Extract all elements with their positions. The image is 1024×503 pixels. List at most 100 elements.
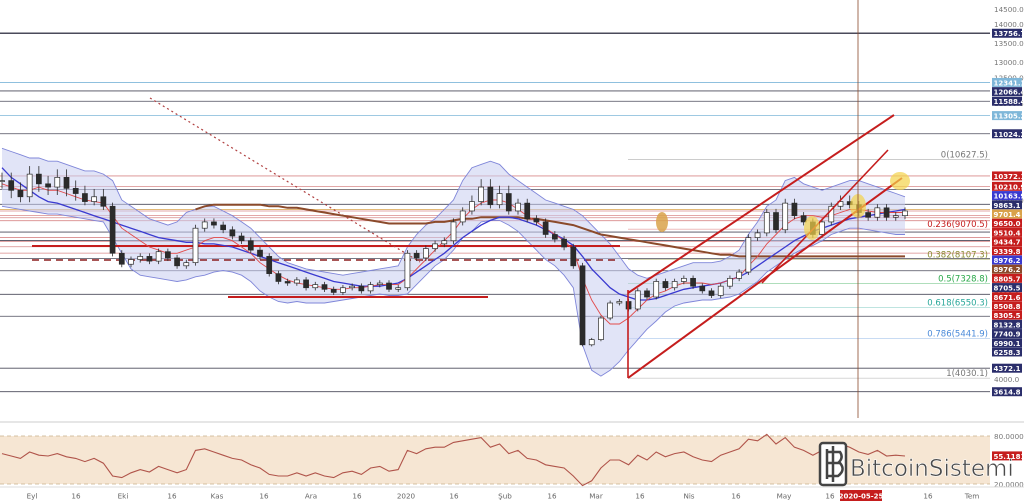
time-tick-19: 16 xyxy=(923,492,933,501)
candle-body-94 xyxy=(865,212,872,218)
bitcoinsistemi-logo-icon xyxy=(818,441,848,487)
price-tag-bg-6 xyxy=(992,171,1022,181)
price-tag-label-14: 9339.8 xyxy=(994,248,1021,256)
price-tag-4: 11305.2 xyxy=(992,111,1024,121)
bitcoinsistemi-watermark-text: BitcoinSistemi xyxy=(850,456,1014,482)
price-tag-bg-14 xyxy=(992,246,1022,256)
price-tag-20: 8508.8 xyxy=(992,301,1022,311)
price-tag-16: 8976.2 xyxy=(992,264,1022,274)
price-tag-label-7: 10210.9 xyxy=(994,183,1024,191)
rsi-tick-1: 20.0000 xyxy=(994,480,1024,489)
candle-body-60 xyxy=(551,234,558,240)
fib-label-5: 0.786(5441.9) xyxy=(927,330,988,340)
price-tag-label-9: 9863.1 xyxy=(994,202,1021,210)
candle-body-71 xyxy=(653,281,660,298)
band-lower xyxy=(1,205,905,377)
candle-body-56 xyxy=(515,202,521,212)
candle-body-17 xyxy=(155,251,162,262)
price-tag-14: 9339.8 xyxy=(992,246,1022,256)
ma-mid-line xyxy=(1,167,906,301)
price-tag-label-3: 11588.4 xyxy=(994,98,1024,106)
price-tag-label-22: 8132.8 xyxy=(994,321,1021,329)
candle-body-69 xyxy=(634,290,641,310)
time-axis[interactable]: Eyl 16 Eki 16 Kas 16 Ara 16 2020 16 Şub 16 Mar 16 Nis 1… xyxy=(0,486,1024,501)
candle-body-24 xyxy=(220,224,227,231)
candle-body-72 xyxy=(662,281,669,289)
price-tag-label-11: 9650.0 xyxy=(994,220,1021,228)
candle-body-11 xyxy=(100,196,107,207)
fib-label-3: 0.5(7328.8) xyxy=(938,275,988,285)
candle-body-61 xyxy=(561,238,567,248)
candle-body-57 xyxy=(524,202,531,220)
price-tick-11: 4000.0 xyxy=(994,375,1020,384)
price-tag-17: 8805.7 xyxy=(992,273,1022,283)
candle-body-58 xyxy=(533,218,540,223)
price-tag-23: 7740.9 xyxy=(992,329,1022,339)
candle-body-65 xyxy=(598,317,604,340)
price-tag-bg-11 xyxy=(992,218,1022,228)
candle-body-7 xyxy=(63,177,70,189)
candle-body-47 xyxy=(432,243,438,249)
fib-label-0: 0(10627.5) xyxy=(941,150,988,160)
highlight-markers xyxy=(656,172,910,240)
price-tick-2: 13500.0 xyxy=(994,39,1024,48)
candle-body-2 xyxy=(17,189,24,198)
candle-body-22 xyxy=(201,221,208,229)
candle-body-38 xyxy=(349,285,356,289)
candle-body-83 xyxy=(763,212,770,234)
price-tag-bg-8 xyxy=(992,191,1022,201)
price-tag-bg-5 xyxy=(992,129,1022,139)
candle-body-66 xyxy=(607,302,614,319)
price-axis[interactable]: 14500.014000.013500.013000.012500.012000… xyxy=(990,0,1024,418)
price-tag-bg-19 xyxy=(992,292,1022,302)
candle-body-98 xyxy=(902,210,908,217)
candle-body-36 xyxy=(330,288,337,293)
price-tag-label-27: 3614.8 xyxy=(994,389,1021,397)
price-tag-0: 13756.7 xyxy=(992,28,1024,38)
price-tag-3: 11588.4 xyxy=(992,96,1024,106)
candle-body-96 xyxy=(883,207,890,218)
highlight-ellipse-yellow-1 xyxy=(804,216,820,240)
price-tag-5: 11024.2 xyxy=(992,129,1024,139)
time-tick-13: 16 xyxy=(635,492,645,501)
candle-body-6 xyxy=(54,177,61,188)
candle-body-35 xyxy=(321,284,328,290)
rsi-current-tag-label: 55.1181 xyxy=(994,453,1024,461)
time-axis-highlight-bg xyxy=(840,490,882,501)
candle-body-55 xyxy=(505,193,512,212)
price-tag-label-6: 10372.1 xyxy=(994,173,1024,181)
price-tag-bg-22 xyxy=(992,319,1022,329)
price-tag-bg-3 xyxy=(992,96,1022,106)
price-tag-label-15: 8976.2 xyxy=(994,257,1021,265)
price-tag-bg-0 xyxy=(992,28,1022,38)
candle-body-95 xyxy=(874,207,881,218)
time-tick-18: 2020-05-25 xyxy=(839,493,884,501)
time-tick-1: 16 xyxy=(71,492,81,501)
candle-body-90 xyxy=(828,205,835,223)
candle-body-79 xyxy=(727,277,733,287)
candle-body-84 xyxy=(773,212,779,231)
candle-body-23 xyxy=(211,221,217,226)
candle-body-39 xyxy=(358,285,365,292)
time-tick-16: May xyxy=(777,492,793,501)
fib-label-6: 1(4030.1) xyxy=(946,369,988,379)
price-tag-26: 4372.1 xyxy=(992,363,1022,373)
fib-label-4: 0.618(6550.3) xyxy=(927,298,988,308)
candle-body-81 xyxy=(745,237,752,273)
candle-body-46 xyxy=(422,248,429,259)
price-tag-21: 8305.5 xyxy=(992,310,1022,320)
candle-body-42 xyxy=(386,282,392,290)
price-tag-bg-10 xyxy=(992,209,1022,219)
price-tag-bg-9 xyxy=(992,200,1022,210)
price-tag-label-4: 11305.2 xyxy=(994,113,1024,121)
highlight-ellipse-orange xyxy=(656,212,668,232)
price-tag-bg-13 xyxy=(992,237,1022,247)
highlight-ellipse-yellow-3 xyxy=(890,172,910,190)
price-tag-label-13: 9434.7 xyxy=(994,239,1021,247)
candle-body-44 xyxy=(404,252,411,289)
price-tag-label-0: 13756.7 xyxy=(994,30,1024,38)
price-tag-label-8: 10163.9 xyxy=(994,193,1024,201)
price-tag-7: 10210.9 xyxy=(992,181,1024,191)
price-tag-15: 8976.2 xyxy=(992,255,1022,265)
